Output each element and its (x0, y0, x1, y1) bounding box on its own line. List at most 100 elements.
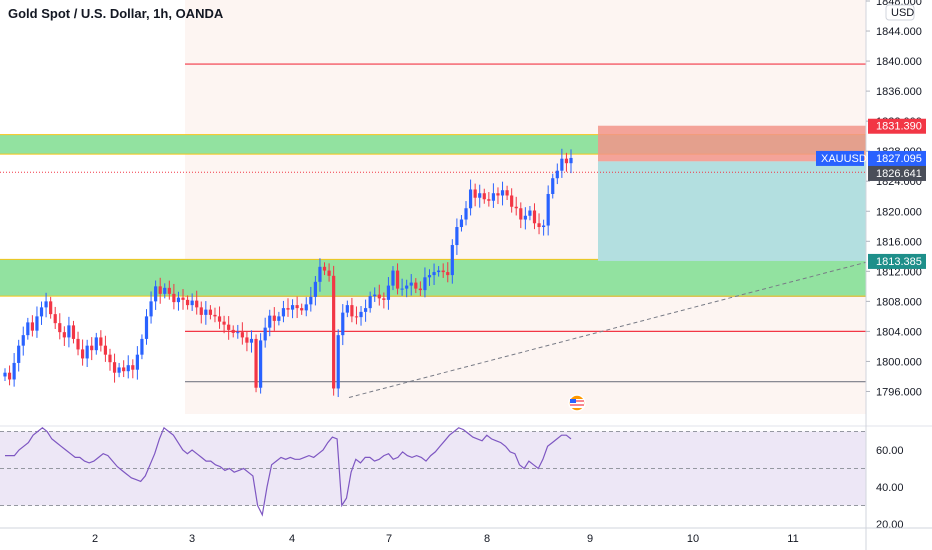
price-tag-entry (868, 165, 926, 181)
candle-body (382, 298, 386, 300)
candle-body (450, 245, 454, 276)
candle-body (122, 367, 126, 372)
rsi-tick-label: 20.00 (876, 519, 904, 531)
candle-body (190, 300, 194, 306)
candle-body (455, 227, 459, 246)
time-tick-label: 10 (687, 533, 699, 545)
candle-body (505, 190, 509, 196)
candle-body (542, 225, 546, 228)
candle-body (523, 215, 527, 220)
candle-body (418, 288, 422, 291)
time-axis[interactable]: 2 3 4 7 8 9 10 11 (0, 527, 932, 545)
candle-body (327, 270, 331, 276)
candle-body (468, 189, 473, 209)
price-tags: 1831.3901827.09501:27XAUUSD1826.6411813.… (816, 118, 926, 269)
candle-body (112, 362, 117, 373)
take-profit-area[interactable] (598, 161, 866, 261)
candle-body (53, 314, 57, 324)
price-tag-label: 1831.390 (876, 121, 922, 133)
candle-body (272, 315, 276, 321)
time-tick-label: 7 (386, 533, 392, 545)
candle-body (487, 199, 491, 201)
candle-body (108, 354, 112, 363)
candle-body (213, 314, 217, 317)
candle-body (564, 158, 569, 164)
candle-body (49, 301, 53, 315)
candle-body (7, 372, 12, 380)
price-tag-label: 1813.385 (876, 256, 922, 268)
currency-label: USD (891, 7, 914, 19)
candle-body (90, 345, 94, 351)
price-tag-label: 1826.641 (876, 168, 922, 180)
price-tick-label: 1816.000 (876, 236, 922, 248)
candle-body (254, 338, 258, 388)
flag-icon[interactable] (568, 394, 586, 412)
candle-body (204, 309, 208, 315)
candle-body (62, 332, 66, 338)
candle-body (103, 345, 108, 355)
candle-body (309, 296, 313, 305)
candle-body (304, 304, 308, 311)
candle-body (510, 195, 514, 207)
candle-body (386, 285, 391, 300)
time-tick-label: 4 (289, 533, 295, 545)
candle-body (400, 288, 404, 290)
candle-body (341, 312, 345, 336)
candle-body (290, 305, 295, 310)
candle-body (345, 305, 349, 313)
price-tag-stop (868, 118, 926, 134)
price-tag-target (868, 253, 926, 269)
candle-body (240, 332, 244, 338)
candle-body (363, 308, 368, 312)
candle-body (423, 277, 427, 291)
rsi-tick-label: 60.00 (876, 445, 904, 457)
candle-body (176, 297, 181, 303)
candle-body (17, 345, 21, 363)
price-tick-label: 1836.000 (876, 86, 922, 98)
short-position-tool[interactable] (0, 125, 866, 261)
candle-body (532, 210, 537, 224)
candle-body (496, 193, 500, 196)
price-tick-label: 1812.000 (876, 266, 922, 278)
candle-body (322, 266, 327, 271)
candle-body (259, 340, 263, 388)
candle-body (332, 275, 336, 389)
candle-body (414, 282, 418, 289)
candle-body (464, 208, 468, 220)
candle-body (163, 287, 167, 294)
price-tick-label: 1796.000 (876, 386, 922, 398)
candle-body (149, 301, 153, 317)
candle-body (39, 307, 44, 317)
candle-body (295, 305, 299, 309)
candle-body (172, 293, 176, 303)
candle-body (546, 193, 550, 226)
time-tick-label: 11 (787, 533, 798, 545)
time-tick-label: 2 (92, 533, 98, 545)
candle-body (473, 189, 477, 198)
candle-body (491, 193, 496, 201)
zone-rect[interactable] (0, 259, 866, 297)
currency-badge[interactable] (885, 4, 915, 21)
price-tag-label: 1827.095 (876, 153, 922, 165)
candle-body (217, 316, 222, 322)
candle-body (26, 322, 30, 336)
candle-body (569, 157, 573, 164)
candle-body (514, 206, 518, 209)
candle-body (99, 337, 103, 346)
candle-body (286, 308, 290, 310)
candle-body (12, 362, 16, 380)
symbol-tag-label: XAUUSD (821, 153, 867, 165)
candle-body (195, 300, 199, 308)
rsi-tick-label: 40.00 (876, 482, 904, 494)
candle-body (350, 305, 354, 317)
trendline[interactable] (348, 261, 867, 398)
candle-body (263, 327, 267, 341)
candle-body (158, 286, 162, 294)
candle-body (236, 332, 240, 334)
price-tick-label: 1804.000 (876, 326, 922, 338)
candle-body (336, 335, 340, 389)
candle-body (300, 308, 304, 311)
candle-body (140, 338, 144, 355)
candle-body (245, 337, 249, 343)
